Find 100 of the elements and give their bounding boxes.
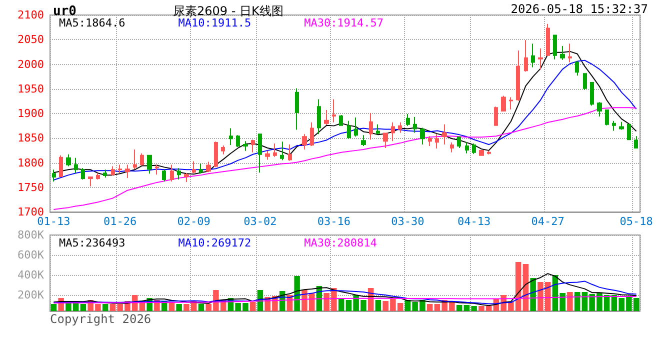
candlestick (81, 168, 85, 180)
text: Copyright 2026 (50, 312, 152, 326)
candlestick (391, 122, 395, 142)
candlestick (177, 168, 181, 180)
candlestick (479, 150, 484, 156)
y-tick-label: 1900 (18, 107, 44, 120)
candlestick (273, 143, 277, 158)
candlestick (369, 112, 373, 140)
line-series (53, 273, 637, 306)
candlestick (243, 140, 248, 152)
candlestick (590, 82, 594, 106)
candlestick (583, 73, 587, 90)
candlestick (516, 50, 520, 102)
y-tick-label: 1750 (18, 180, 44, 194)
candlestick (383, 132, 388, 148)
candlestick (251, 139, 255, 153)
candlestick (317, 98, 321, 135)
candlestick (538, 48, 543, 70)
x-tick-label: 05-18 (620, 215, 653, 228)
candlestick (406, 113, 410, 126)
x-tick-label: 03-02 (244, 215, 277, 228)
candlestick (524, 40, 528, 72)
candlestick (74, 157, 78, 174)
candlestick (118, 164, 122, 174)
candlestick (332, 98, 336, 123)
candlestick (133, 148, 137, 170)
candlestick (509, 96, 513, 110)
candlestick (634, 136, 638, 149)
candlestick (376, 124, 380, 135)
candlestick (361, 134, 366, 147)
candlestick (140, 152, 144, 166)
candlestick (465, 142, 469, 154)
candlestick (162, 169, 166, 182)
candlestick (575, 60, 579, 76)
candlestick (398, 122, 402, 134)
candlestick (450, 142, 454, 153)
text: MA30:280814 (304, 236, 378, 250)
candlestick (568, 43, 572, 63)
candlestick (324, 110, 329, 126)
y-tick-label: 1800 (18, 156, 44, 170)
text: MA10:1911.5 (178, 16, 252, 30)
candlestick (280, 141, 284, 161)
candlestick (494, 106, 498, 126)
y-tick-label: 800K (18, 228, 44, 242)
candlestick (442, 124, 447, 146)
candlestick (472, 143, 476, 154)
candlestick (52, 169, 56, 182)
candlestick (546, 23, 550, 56)
x-tick-label: 04-13 (458, 215, 491, 228)
candlestick (147, 154, 152, 174)
candlestick (487, 150, 491, 155)
candlestick (302, 134, 307, 150)
line-series (53, 296, 637, 304)
candlestick (229, 128, 233, 146)
candlestick (501, 95, 506, 112)
candlestick (413, 116, 417, 134)
y-tick-label: 2050 (18, 33, 44, 46)
x-tick-label: 03-16 (317, 215, 350, 228)
candlestick (627, 124, 631, 140)
candlestick (435, 134, 439, 149)
candlestick (66, 154, 71, 167)
x-tick-label: 01-26 (104, 215, 137, 228)
candlestick (221, 145, 225, 155)
candlestick (619, 121, 624, 130)
line-series (53, 280, 637, 304)
annotation: 2026-05-18 15:32:37 (510, 2, 648, 16)
candlestick (347, 120, 351, 140)
candlestick (612, 120, 616, 132)
candlestick (295, 88, 299, 130)
candlestick (155, 164, 159, 176)
chart-title: ur0 (53, 4, 77, 19)
text: MA30:1914.57 (304, 16, 384, 30)
y-tick-label: 1950 (18, 82, 44, 96)
y-tick-label: 400K (18, 268, 44, 282)
candlestick (111, 166, 115, 176)
candlestick (354, 116, 358, 138)
candlestick (125, 164, 130, 179)
x-tick-label: 03-30 (391, 215, 424, 228)
text: MA10:269172 (178, 236, 252, 250)
candlestick (96, 172, 100, 180)
chart-subtitle: 尿素2609 - 日K线图 (173, 4, 284, 18)
x-tick-label: 02-09 (177, 215, 210, 228)
candlestick (192, 160, 196, 174)
candlestick (206, 161, 211, 173)
candlestick (103, 169, 107, 178)
candlestick (531, 43, 535, 68)
candlestick (88, 176, 93, 187)
candlestick (339, 114, 343, 126)
candlestick (59, 154, 63, 178)
candlestick (457, 136, 461, 148)
y-tick-label: 200K (18, 288, 44, 302)
candlestick (605, 110, 609, 126)
candlestick (258, 134, 262, 174)
text: MA5:236493 (59, 236, 126, 250)
x-tick-label: 04-27 (531, 215, 564, 228)
y-tick-label: 2100 (18, 8, 44, 22)
y-tick-label: 2000 (18, 58, 44, 71)
y-tick-label: 1850 (18, 132, 44, 145)
candlestick (560, 46, 565, 60)
candlestick (288, 144, 292, 162)
